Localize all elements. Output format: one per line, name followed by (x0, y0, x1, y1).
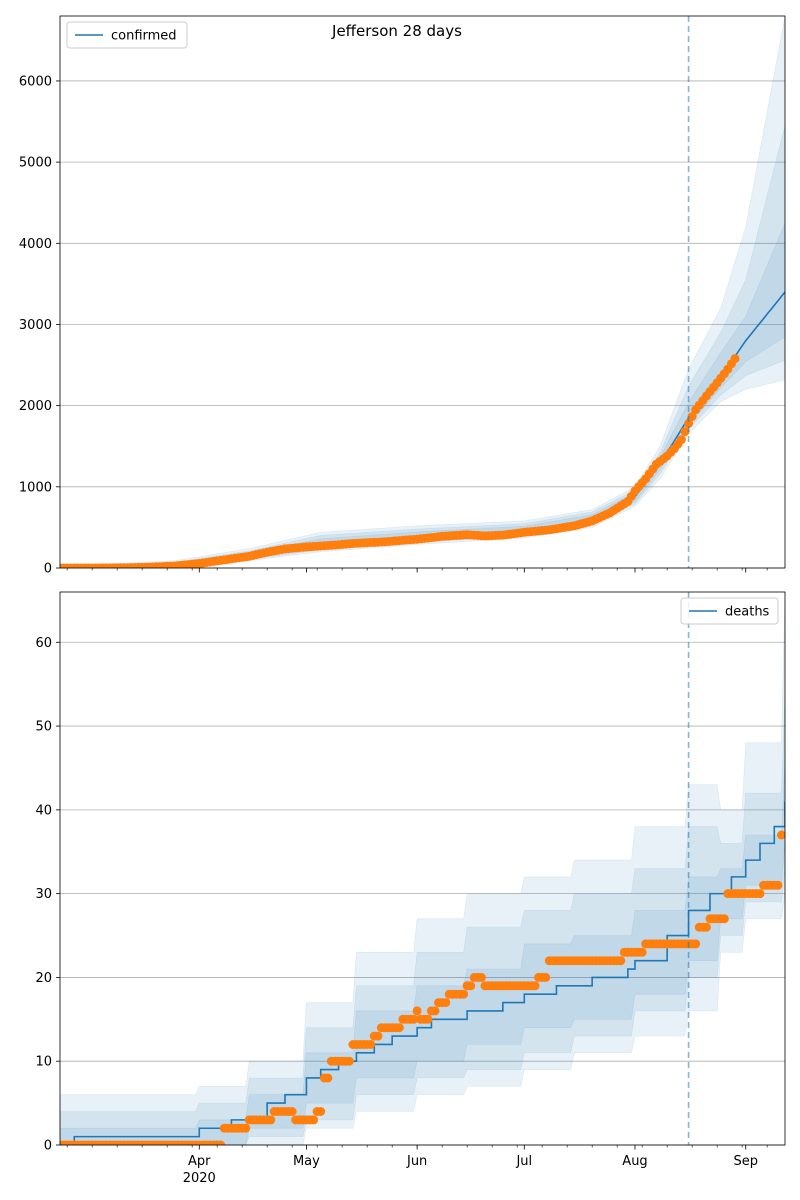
deaths-observed-point (373, 1031, 383, 1041)
confirmed-observed-point (684, 419, 694, 428)
deaths-legend: deaths (680, 597, 779, 625)
deaths-observed-point (216, 1140, 226, 1145)
axes-frame (59, 15, 786, 569)
confirmed-observed-point (676, 435, 686, 445)
deaths-observed-point (719, 914, 729, 924)
deaths-observed-point (316, 1107, 326, 1116)
x-tick-label: Jun (406, 1154, 427, 1169)
deaths-observed-point (530, 981, 540, 991)
confirmed-observed-point (680, 427, 690, 437)
deaths-observed-point (394, 1023, 404, 1033)
y-tick-label: 2000 (19, 399, 52, 414)
deaths-observed-point (309, 1115, 319, 1125)
legend-box (680, 597, 779, 625)
x-tick-sublabel: 2020 (183, 1171, 216, 1186)
x-tick-label: Jul (515, 1154, 532, 1169)
y-tick-label: 40 (35, 803, 52, 818)
deaths-observed-point (409, 1014, 419, 1024)
deaths-observed-point (476, 972, 486, 982)
deaths-observed-point (755, 889, 765, 899)
confidence-band-1 (60, 592, 785, 1145)
deaths-observed-point (776, 830, 785, 840)
confirmed-panel: 0 1000 2000 3000 4000 5000 6000 confirmed (19, 15, 786, 577)
confidence-band-2 (60, 125, 785, 568)
deaths-observed-point (701, 922, 711, 932)
confirmed-observed-point (687, 412, 697, 422)
deaths-panel: 0 10 20 30 40 50 60 Apr 2020 May Jun Jul Aug Sep death… (35, 591, 786, 1186)
y-tick-label: 1000 (19, 480, 52, 495)
confidence-band-2 (60, 692, 785, 1145)
y-tick-label: 30 (35, 887, 52, 902)
deaths-observed-point (616, 956, 626, 966)
deaths-observed-point (366, 1040, 376, 1049)
deaths-observed-point (412, 1006, 422, 1016)
confirmed-observed-point (730, 354, 740, 364)
axes-frame (59, 591, 786, 1146)
plot-area (60, 16, 785, 568)
y-tick-label: 20 (35, 971, 52, 986)
deaths-observed-point (637, 947, 647, 957)
x-tick-label: May (293, 1154, 320, 1169)
y-tick-label: 4000 (19, 237, 52, 252)
y-tick-label: 10 (35, 1055, 52, 1070)
y-tick-label: 50 (35, 720, 52, 735)
deaths-observed-point (691, 939, 701, 949)
deaths-observed-point (466, 981, 476, 991)
y-tick-label: 5000 (19, 156, 52, 171)
y-tick-label: 3000 (19, 318, 52, 333)
y-tick-label: 60 (35, 636, 52, 651)
plot-area (60, 592, 785, 1145)
x-tick-label: Apr (188, 1154, 211, 1169)
legend-label: confirmed (111, 29, 177, 44)
legend-label: deaths (725, 605, 770, 620)
deaths-observed-point (773, 880, 783, 890)
deaths-observed-point (266, 1115, 276, 1125)
deaths-observed-point (541, 972, 551, 982)
legend-box (66, 21, 188, 49)
y-tick-label: 0 (44, 1139, 52, 1154)
deaths-observed-point (459, 989, 469, 999)
deaths-observed-point (430, 1006, 440, 1016)
deaths-observed-point (441, 998, 451, 1008)
deaths-observed-point (423, 1014, 433, 1024)
confirmed-legend: confirmed (66, 21, 188, 49)
y-tick-label: 0 (44, 562, 52, 577)
deaths-observed-point (323, 1073, 333, 1083)
deaths-observed-point (344, 1056, 354, 1066)
confidence-band-1 (60, 16, 785, 568)
x-tick-label: Aug (622, 1154, 647, 1169)
confidence-band-3 (60, 222, 785, 568)
y-tick-label: 6000 (19, 74, 52, 89)
chart-title: Jefferson 28 days (331, 22, 462, 40)
x-tick-label: Sep (733, 1154, 758, 1169)
deaths-observed-point (241, 1123, 251, 1133)
deaths-observed-point (287, 1107, 297, 1116)
